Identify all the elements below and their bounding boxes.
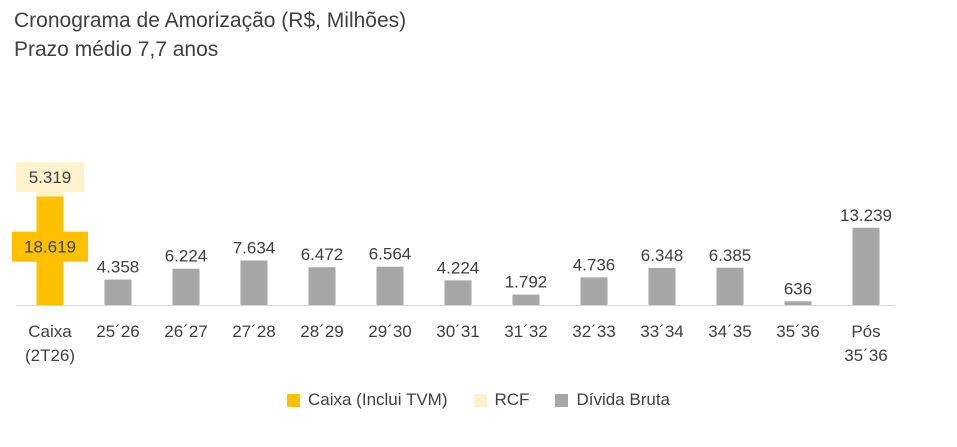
x-tick-label: 32´33 (572, 322, 615, 341)
chart-legend: Caixa (Inclui TVM) RCF Dívida Bruta (0, 390, 957, 410)
legend-label-divida: Dívida Bruta (576, 390, 670, 409)
data-label-box-rcf (16, 161, 84, 192)
data-label-divida: 4.224 (437, 258, 480, 277)
bar-divida-bruta (716, 267, 744, 305)
x-tick-label: 34´35 (708, 322, 751, 341)
data-label-divida: 636 (784, 279, 812, 298)
legend-swatch-rcf (473, 393, 487, 407)
x-tick-label: 28´29 (300, 322, 343, 341)
x-tick-label: (2T26) (25, 346, 75, 365)
bar-divida-bruta (580, 277, 608, 305)
bar-divida-bruta (648, 267, 676, 305)
chart-subtitle: Prazo médio 7,7 anos (14, 38, 219, 61)
chart-title-block: Cronograma de Amorização (R$, Milhões) P… (14, 6, 406, 64)
bar-divida-bruta (240, 260, 268, 305)
amortization-chart: 18.619 5.319 Caixa (2T26) 4.358 25´26 6.224 26´… (12, 161, 895, 365)
x-tick-label: 35´36 (776, 322, 819, 341)
legend-item-divida: Dívida Bruta (555, 390, 670, 410)
bar-divida-bruta (376, 266, 404, 305)
data-label-divida: 6.564 (369, 245, 412, 264)
x-tick-label: 29´30 (368, 322, 411, 341)
bar-divida-bruta (172, 268, 200, 305)
x-tick-label: Pós (851, 322, 880, 341)
legend-item-caixa: Caixa (Inclui TVM) (287, 390, 448, 410)
data-label-rcf: 5.319 (29, 168, 72, 187)
x-tick-label: 27´28 (232, 322, 275, 341)
bar-divida-bruta (852, 227, 880, 305)
bar-divida-bruta (308, 267, 336, 305)
legend-swatch-divida (555, 393, 569, 407)
legend-swatch-caixa (287, 393, 300, 407)
data-label-divida: 6.224 (165, 247, 208, 266)
x-tick-label: 26´27 (164, 322, 207, 341)
data-label-divida: 6.385 (709, 246, 752, 265)
data-label-caixa: 18.619 (24, 238, 76, 257)
x-tick-label: Caixa (28, 322, 72, 341)
data-label-divida: 13.239 (840, 206, 892, 225)
data-label-divida: 4.358 (97, 258, 140, 277)
bar-divida-bruta (784, 301, 812, 305)
data-label-divida: 1.792 (505, 273, 548, 292)
x-tick-label: 31´32 (504, 322, 547, 341)
x-tick-label: 35´36 (844, 346, 887, 365)
x-tick-label: 33´34 (640, 322, 683, 341)
legend-item-rcf: RCF (473, 390, 530, 410)
legend-label-rcf: RCF (494, 390, 530, 409)
x-tick-label: 30´31 (436, 322, 479, 341)
bar-divida-bruta (444, 280, 472, 305)
x-tick-label: 25´26 (96, 322, 139, 341)
chart-title: Cronograma de Amorização (R$, Milhões) (14, 9, 407, 32)
data-label-divida: 6.348 (641, 246, 684, 265)
bar-divida-bruta (104, 279, 132, 305)
data-label-divida: 7.634 (233, 238, 276, 257)
data-label-box-caixa (12, 231, 88, 262)
data-label-divida: 6.472 (301, 245, 344, 264)
bar-divida-bruta (512, 294, 540, 305)
data-label-divida: 4.736 (573, 255, 616, 274)
legend-label-caixa: Caixa (Inclui TVM) (308, 390, 448, 409)
